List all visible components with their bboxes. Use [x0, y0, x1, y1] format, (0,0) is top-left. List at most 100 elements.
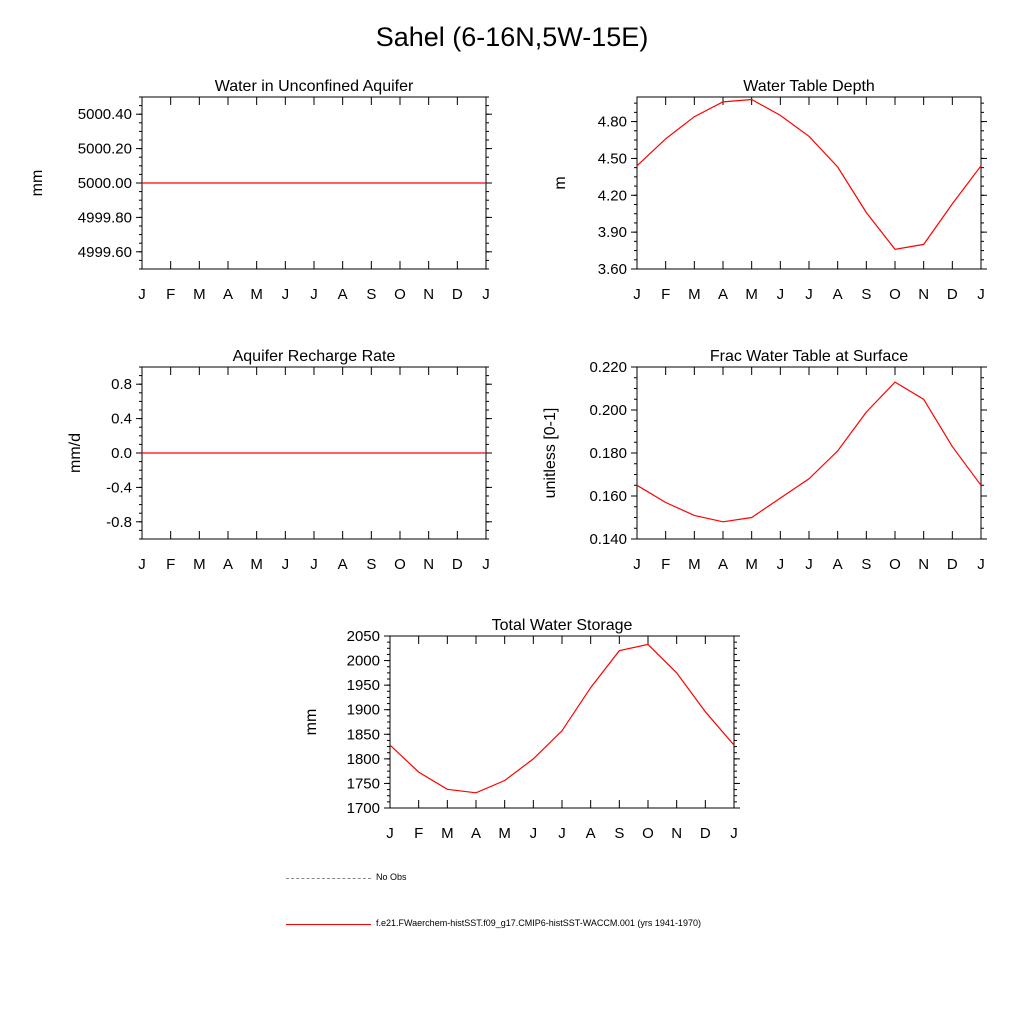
x-tick-label: A [471, 825, 481, 842]
y-tick-label: -0.4 [106, 479, 132, 496]
chart-title: Frac Water Table at Surface [710, 348, 908, 365]
y-tick-label: 4999.80 [78, 209, 132, 226]
x-tick-label: M [441, 825, 454, 842]
x-tick-label: M [498, 825, 511, 842]
x-tick-label: J [805, 286, 813, 303]
x-tick-label: J [282, 286, 290, 303]
x-tick-label: J [138, 286, 146, 303]
chart-title: Water in Unconfined Aquifer [215, 78, 414, 95]
plot-frame [389, 635, 735, 809]
y-tick-label: 1950 [347, 677, 380, 694]
x-tick-label: O [889, 556, 901, 573]
x-tick-label: J [482, 556, 490, 573]
x-tick-label: M [193, 286, 206, 303]
y-tick-label: 1750 [347, 775, 380, 792]
y-axis-label: mm/d [67, 433, 84, 473]
x-tick-label: S [614, 825, 624, 842]
y-axis-label: m [552, 176, 569, 189]
y-tick-label: 0.220 [589, 359, 627, 376]
chart-title: Aquifer Recharge Rate [233, 348, 396, 365]
x-tick-label: D [452, 286, 463, 303]
y-tick-label: 4.80 [598, 114, 627, 131]
y-tick-label: 2050 [347, 628, 380, 645]
x-tick-label: D [700, 825, 711, 842]
y-tick-label: 0.8 [111, 376, 132, 393]
x-tick-label: N [918, 286, 929, 303]
x-tick-label: O [642, 825, 654, 842]
x-tick-label: J [730, 825, 738, 842]
x-tick-label: J [633, 556, 641, 573]
y-tick-label: 0.180 [589, 445, 627, 462]
x-tick-label: M [250, 286, 263, 303]
y-axis-label: mm [303, 709, 320, 736]
x-tick-label: M [688, 286, 701, 303]
y-tick-label: 0.200 [589, 402, 627, 419]
plot-frame [636, 96, 982, 270]
x-tick-label: O [394, 286, 406, 303]
x-tick-label: F [414, 825, 423, 842]
y-tick-label: 1900 [347, 702, 380, 719]
x-tick-label: O [889, 286, 901, 303]
x-tick-label: D [452, 556, 463, 573]
y-tick-label: 3.60 [598, 261, 627, 278]
y-tick-label: 5000.20 [78, 141, 132, 158]
x-tick-label: D [947, 556, 958, 573]
y-axis-label: mm [29, 170, 46, 197]
x-tick-label: J [558, 825, 566, 842]
legend-model-label: f.e21.FWaerchem-histSST.f09_g17.CMIP6-hi… [376, 918, 701, 928]
legend-model-swatch [286, 924, 371, 925]
y-tick-label: 3.90 [598, 224, 627, 241]
legend-obs-swatch [286, 878, 371, 879]
y-tick-label: 0.160 [589, 488, 627, 505]
chart-title: Water Table Depth [743, 78, 875, 95]
y-tick-label: 1800 [347, 751, 380, 768]
x-tick-label: F [166, 556, 175, 573]
x-tick-label: N [918, 556, 929, 573]
x-tick-label: J [805, 556, 813, 573]
x-tick-label: J [138, 556, 146, 573]
series-line-tws [389, 643, 735, 794]
y-tick-label: 0.0 [111, 445, 132, 462]
x-tick-label: M [250, 556, 263, 573]
x-tick-label: S [861, 286, 871, 303]
series-line-frac [636, 381, 982, 523]
x-tick-label: J [282, 556, 290, 573]
y-tick-label: -0.8 [106, 514, 132, 531]
x-tick-label: A [223, 286, 233, 303]
y-tick-label: 1850 [347, 726, 380, 743]
x-tick-label: A [586, 825, 596, 842]
y-tick-label: 0.140 [589, 531, 627, 548]
x-tick-label: A [338, 286, 348, 303]
x-tick-label: J [777, 286, 785, 303]
x-tick-label: A [338, 556, 348, 573]
x-tick-label: A [223, 556, 233, 573]
x-tick-label: J [310, 556, 318, 573]
x-tick-label: F [661, 556, 670, 573]
x-tick-label: S [366, 556, 376, 573]
x-tick-label: J [977, 286, 985, 303]
x-tick-label: J [530, 825, 538, 842]
x-tick-label: S [366, 286, 376, 303]
chart-panel-frac: Frac Water Table at Surface unitless [0-1… [542, 348, 987, 573]
y-tick-label: 4999.60 [78, 244, 132, 261]
x-tick-label: A [833, 286, 843, 303]
x-tick-label: M [745, 286, 758, 303]
x-tick-label: J [386, 825, 394, 842]
y-tick-label: 4.50 [598, 150, 627, 167]
chart-title: Total Water Storage [492, 617, 633, 634]
figure-title: Sahel (6-16N,5W-15E) [375, 22, 649, 52]
x-tick-label: D [947, 286, 958, 303]
x-tick-label: A [833, 556, 843, 573]
x-tick-label: O [394, 556, 406, 573]
y-tick-label: 5000.00 [78, 175, 132, 192]
y-tick-label: 2000 [347, 653, 380, 670]
x-tick-label: A [718, 556, 728, 573]
y-tick-label: 0.4 [111, 411, 132, 428]
y-tick-label: 4.20 [598, 187, 627, 204]
x-tick-label: M [745, 556, 758, 573]
